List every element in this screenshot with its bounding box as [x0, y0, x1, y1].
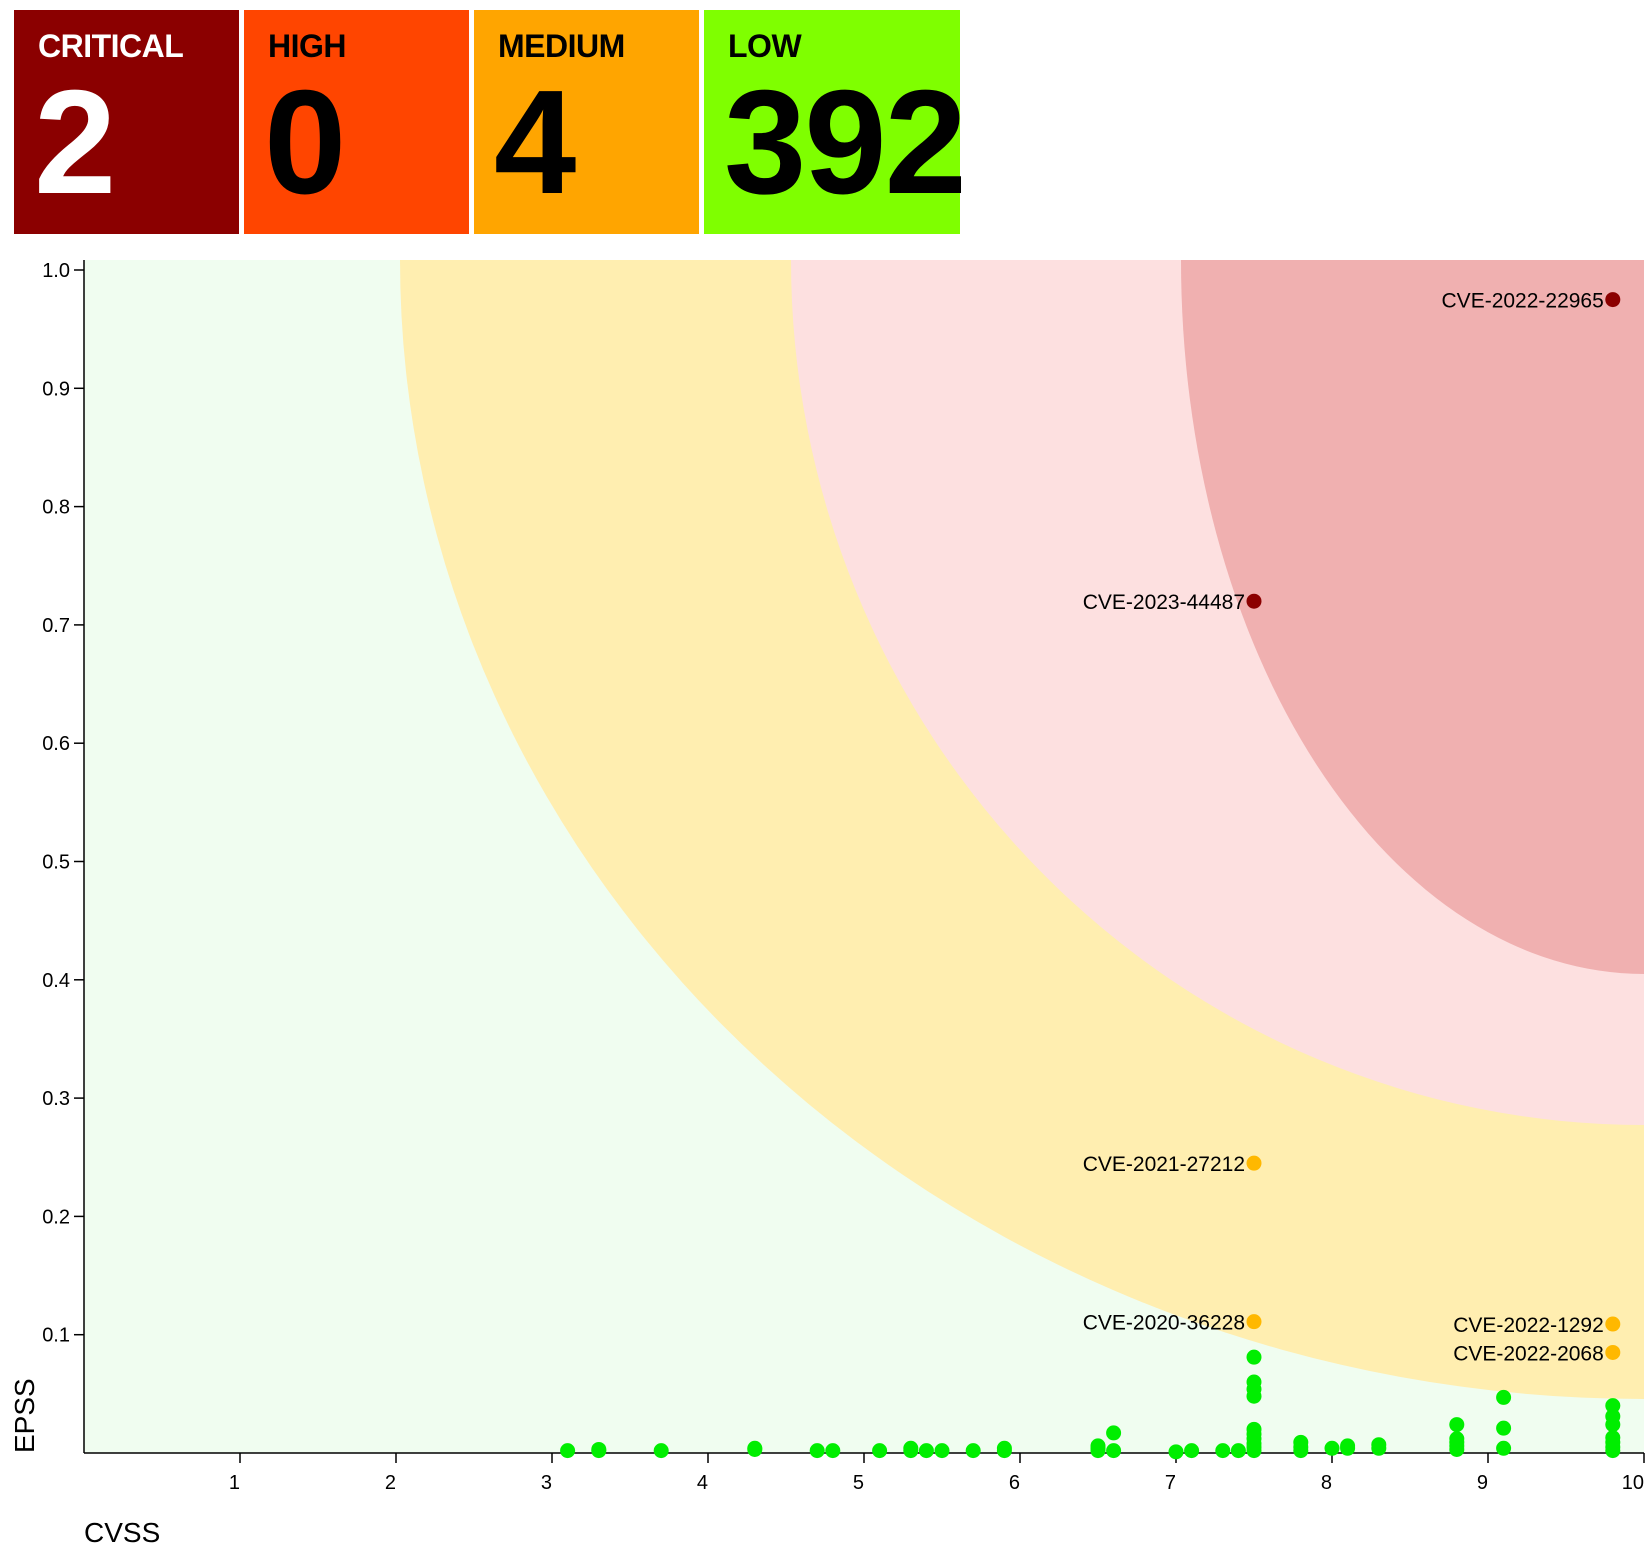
low-point [903, 1440, 919, 1456]
low-point [1324, 1440, 1340, 1456]
low-point [872, 1443, 888, 1459]
y-tick-label: 0.5 [42, 852, 70, 874]
axis-ticks: 1 2 3 4 5 6 7 8 9 10 0.1 0.2 0.3 0.4 0.5 0.6 0.7 0.8 0.9 1.… [42, 260, 1645, 1494]
y-tick-label: 0.6 [42, 733, 70, 755]
y-tick-label: 0.7 [42, 615, 70, 637]
low-point [1168, 1444, 1184, 1460]
cvss-epss-scatter-chart: 1 2 3 4 5 6 7 8 9 10 0.1 0.2 0.3 0.4 0.5 0.6 0.7 0.8 0.9 1.… [9, 260, 1645, 1548]
critical-count: 2 [34, 60, 116, 225]
low-point [1605, 1408, 1621, 1424]
cve-label: CVE-2022-2068 [1453, 1342, 1604, 1365]
low-point [965, 1443, 981, 1459]
low-summary-tile: LOW 392 [704, 10, 967, 234]
x-tick-label: 7 [1165, 1472, 1176, 1494]
cve-label: CVE-2021-27212 [1083, 1153, 1245, 1176]
medium-point [1246, 1155, 1262, 1171]
y-tick-label: 0.1 [42, 1325, 70, 1347]
cve-label: CVE-2022-1292 [1453, 1314, 1604, 1337]
medium-point [1246, 1314, 1262, 1330]
low-point [1215, 1443, 1231, 1459]
high-label: HIGH [268, 28, 347, 64]
low-points [560, 1349, 1621, 1460]
low-point [747, 1440, 763, 1456]
low-point [1340, 1438, 1356, 1454]
critical-point [1246, 593, 1262, 609]
labeled-points: CVE-2022-22965 CVE-2023-44487 CVE-2021-272… [1083, 290, 1621, 1365]
low-point [1605, 1430, 1621, 1446]
low-point [1496, 1440, 1512, 1456]
risk-zones [84, 260, 1644, 1453]
x-tick-label: 2 [385, 1472, 396, 1494]
x-tick-label: 9 [1477, 1472, 1488, 1494]
low-point [1090, 1438, 1106, 1454]
cve-label: CVE-2023-44487 [1083, 591, 1245, 614]
low-point [1246, 1421, 1262, 1437]
low-point [1449, 1417, 1465, 1433]
medium-label: MEDIUM [498, 28, 625, 64]
low-point [1230, 1443, 1246, 1459]
x-tick-label: 4 [697, 1472, 708, 1494]
medium-point [1605, 1316, 1621, 1332]
low-point [1246, 1349, 1262, 1365]
low-point [934, 1443, 950, 1459]
x-tick-label: 1 [229, 1472, 240, 1494]
low-point [1496, 1389, 1512, 1405]
y-tick-label: 0.9 [42, 378, 70, 400]
y-tick-label: 0.8 [42, 497, 70, 519]
y-tick-label: 0.4 [42, 970, 70, 992]
x-tick-label: 6 [1009, 1472, 1020, 1494]
low-point [1605, 1398, 1621, 1414]
low-point [809, 1443, 825, 1459]
y-axis-title: EPSS [9, 1378, 40, 1453]
low-label: LOW [728, 28, 802, 64]
low-point [1371, 1437, 1387, 1453]
medium-point [1605, 1344, 1621, 1360]
medium-count: 4 [494, 60, 576, 225]
y-tick-label: 1.0 [42, 260, 70, 282]
zone-critical [1181, 260, 1644, 974]
low-point [918, 1443, 934, 1459]
y-tick-label: 0.2 [42, 1206, 70, 1228]
x-tick-label: 10 [1622, 1472, 1644, 1494]
x-tick-label: 5 [853, 1472, 864, 1494]
low-count: 392 [724, 60, 967, 225]
low-point [653, 1443, 669, 1459]
low-point [1246, 1374, 1262, 1390]
low-point [996, 1440, 1012, 1456]
cve-label: CVE-2022-22965 [1442, 290, 1604, 313]
low-point [1449, 1431, 1465, 1447]
high-count: 0 [264, 60, 346, 225]
cve-label: CVE-2020-36228 [1083, 1312, 1245, 1335]
low-point [825, 1443, 841, 1459]
high-summary-tile: HIGH 0 [244, 10, 469, 234]
x-tick-label: 3 [541, 1472, 552, 1494]
y-tick-label: 0.3 [42, 1088, 70, 1110]
low-point [1293, 1434, 1309, 1450]
low-point [560, 1443, 576, 1459]
low-point [1106, 1443, 1122, 1459]
medium-summary-tile: MEDIUM 4 [474, 10, 699, 234]
critical-summary-tile: CRITICAL 2 [14, 10, 239, 234]
low-point [1496, 1420, 1512, 1436]
low-point [1106, 1425, 1122, 1441]
critical-label: CRITICAL [38, 28, 184, 64]
critical-point [1605, 292, 1621, 308]
x-axis-title: CVSS [84, 1517, 160, 1548]
low-point [591, 1441, 607, 1457]
low-point [1184, 1443, 1200, 1459]
x-tick-label: 8 [1321, 1472, 1332, 1494]
